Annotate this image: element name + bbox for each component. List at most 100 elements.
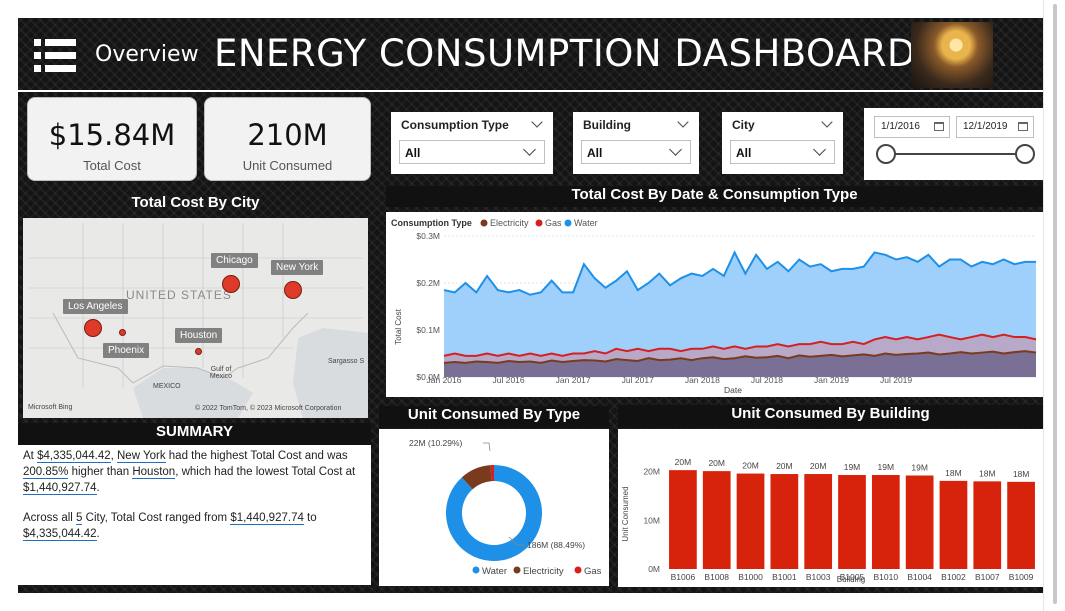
- bar-y-axis-label: Unit Consumed: [621, 486, 630, 541]
- map-bubble-houston[interactable]: [195, 348, 202, 355]
- map-attribution: © 2022 TomTom, © 2023 Microsoft Corporat…: [195, 405, 342, 412]
- donut-slice-gas: [490, 465, 494, 482]
- overview-nav-label[interactable]: Overview: [95, 42, 199, 67]
- line-electricity: [443, 350, 1037, 364]
- x-tick-label: Jan 2018: [685, 375, 720, 385]
- bar-category-label: B1009: [1009, 572, 1034, 582]
- summary-panel: At $4,335,044.42, New York had the highe…: [18, 445, 371, 585]
- chevron-down-icon[interactable]: [821, 116, 833, 128]
- chevron-down-icon: [523, 143, 536, 156]
- bar-b1008: [702, 471, 731, 569]
- y-tick-label: $0.3M: [416, 231, 440, 241]
- summary-percent: 200.85%: [23, 466, 69, 479]
- end-date-value: 12/1/2019: [963, 121, 1008, 132]
- scrollbar-thumb[interactable]: [1053, 4, 1057, 604]
- calendar-icon[interactable]: [1018, 122, 1028, 131]
- calendar-icon[interactable]: [934, 122, 944, 131]
- unit-by-type-chart[interactable]: 22M (10.29%) 186M (88.49%) Water Electri…: [379, 429, 609, 586]
- start-date-input[interactable]: 1/1/2016: [874, 116, 950, 138]
- chevron-down-icon[interactable]: [677, 116, 689, 128]
- y-axis-label: Total Cost: [394, 308, 403, 344]
- label-leader: [483, 442, 491, 452]
- x-tick-label: Jan 2017: [556, 375, 591, 385]
- kpi-unit-consumed-card[interactable]: 210M Unit Consumed: [204, 97, 371, 181]
- donut-label-electricity: 22M (10.29%): [409, 438, 463, 448]
- map-background: [23, 218, 368, 418]
- summary-amount-high: $4,335,044.42: [37, 450, 111, 463]
- x-tick-label: Jul 2019: [880, 375, 912, 385]
- summary-text: .: [96, 528, 100, 540]
- legend-electricity[interactable]: Electricity: [490, 218, 529, 228]
- donut-legend-water[interactable]: Water: [482, 566, 507, 577]
- end-date-input[interactable]: 12/1/2019: [956, 116, 1034, 138]
- bar-data-label: 19M: [844, 462, 861, 472]
- summary-paragraph-1: At $4,335,044.42, New York had the highe…: [23, 448, 366, 496]
- donut-slice-water: [446, 465, 542, 561]
- bar-b1004: [905, 475, 934, 569]
- slicer-city[interactable]: City All: [722, 112, 843, 174]
- donut-slice-electricity: [461, 465, 492, 490]
- bar-category-label: B1002: [941, 572, 966, 582]
- legend-gas[interactable]: Gas: [545, 218, 562, 228]
- map-bubble-new-york[interactable]: [284, 281, 302, 299]
- slicer-building-value: All: [587, 146, 603, 160]
- summary-min: $1,440,927.74: [230, 512, 304, 525]
- area-electricity: [444, 351, 1036, 377]
- legend-marker-gas: [535, 219, 543, 227]
- slicer-consumption-type-value: All: [405, 146, 421, 160]
- date-range-slicer[interactable]: 1/1/2016 12/1/2019: [864, 108, 1043, 180]
- chevron-down-icon: [813, 143, 826, 156]
- line-water: [443, 250, 1036, 296]
- legend-water[interactable]: Water: [574, 218, 598, 228]
- donut-legend-electricity[interactable]: Electricity: [523, 566, 564, 577]
- y-tick-label: $0.1M: [416, 325, 440, 335]
- summary-text: had the highest Total Cost and was: [165, 450, 348, 462]
- bar-y-tick-label: 0M: [648, 564, 660, 574]
- page-scrollbar[interactable]: [1043, 0, 1065, 611]
- bar-category-label: B1003: [806, 572, 831, 582]
- kpi-total-cost-card[interactable]: $15.84M Total Cost: [27, 97, 197, 181]
- bar-category-label: B1010: [874, 572, 899, 582]
- map-bubble-los-angeles[interactable]: [84, 319, 102, 337]
- bar-b1009: [1007, 481, 1035, 569]
- bar-y-tick-label: 10M: [643, 515, 660, 525]
- map-label-los-angeles: Los Angeles: [63, 299, 128, 314]
- map-label-gulf: Gulf of Mexico: [209, 366, 233, 380]
- bar-x-axis-label: Building: [837, 575, 865, 584]
- summary-amount-low: $1,440,927.74: [23, 482, 97, 495]
- summary-city-low: Houston: [132, 466, 176, 479]
- slicer-city-dropdown[interactable]: All: [730, 140, 835, 164]
- summary-text: Across all: [23, 512, 77, 524]
- map-country-label: UNITED STATES: [126, 288, 232, 302]
- date-slider-end-handle[interactable]: [1015, 144, 1035, 164]
- slicer-consumption-type[interactable]: Consumption Type All: [391, 112, 553, 174]
- slicer-consumption-type-dropdown[interactable]: All: [399, 140, 545, 164]
- cost-by-date-chart[interactable]: Consumption Type Electricity Gas Water T…: [386, 212, 1043, 397]
- summary-text: , which had the lowest Total Cost at: [175, 466, 356, 478]
- bar-data-label: 19M: [878, 462, 895, 472]
- bar-category-label: B1000: [738, 572, 763, 582]
- map-bubble-phoenix[interactable]: [119, 329, 126, 336]
- summary-text: City, Total Cost ranged from: [82, 512, 231, 524]
- bar-data-label: 18M: [945, 468, 962, 478]
- chevron-down-icon[interactable]: [531, 116, 543, 128]
- bar-data-label: 18M: [979, 468, 996, 478]
- bar-b1005: [838, 475, 866, 569]
- map-bubble-chicago[interactable]: [222, 275, 240, 293]
- donut-legend-gas[interactable]: Gas: [584, 566, 602, 577]
- date-slider-track[interactable]: [886, 153, 1026, 155]
- map-title: Total Cost By City: [131, 194, 260, 211]
- date-slider-start-handle[interactable]: [876, 144, 896, 164]
- bar-data-label: 20M: [742, 461, 759, 471]
- slicer-building[interactable]: Building All: [573, 112, 699, 174]
- unit-by-building-chart[interactable]: Unit Consumed Building 0M 10M 20M 20M B1006…: [618, 429, 1043, 587]
- slicer-building-dropdown[interactable]: All: [581, 140, 691, 164]
- summary-paragraph-2: Across all 5 City, Total Cost ranged fro…: [23, 510, 366, 542]
- bar-data-label: 20M: [708, 458, 725, 468]
- start-date-value: 1/1/2016: [881, 121, 920, 132]
- city-map[interactable]: Chicago New York Los Angeles Houston Pho…: [23, 218, 368, 418]
- x-tick-label: Jan 2016: [427, 375, 462, 385]
- slicer-building-title: Building: [583, 118, 631, 132]
- hamburger-menu-icon[interactable]: [34, 37, 78, 75]
- summary-text: to: [303, 512, 317, 524]
